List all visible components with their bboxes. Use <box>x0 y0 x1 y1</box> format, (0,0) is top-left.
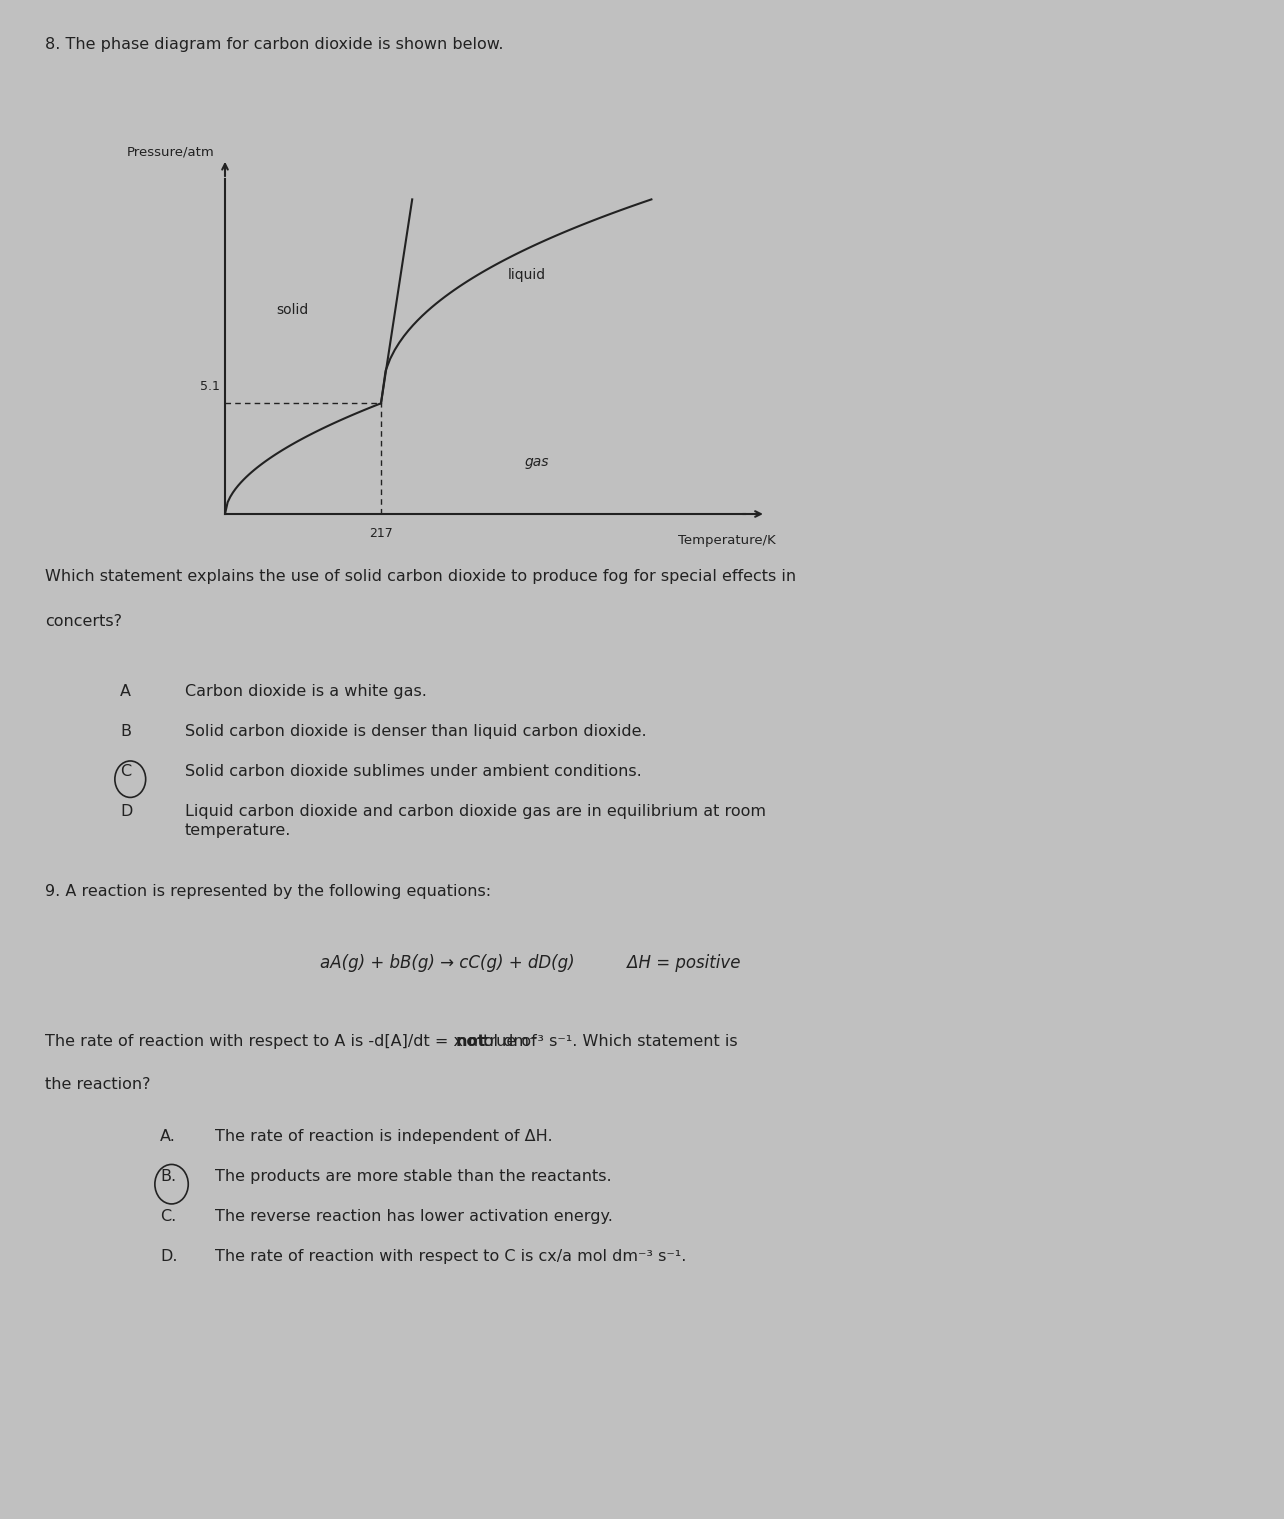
Text: solid: solid <box>276 304 308 317</box>
Text: Liquid carbon dioxide and carbon dioxide gas are in equilibrium at room
temperat: Liquid carbon dioxide and carbon dioxide… <box>185 804 767 838</box>
Text: Carbon dioxide is a white gas.: Carbon dioxide is a white gas. <box>185 684 426 699</box>
Text: concerts?: concerts? <box>45 614 122 629</box>
Text: B: B <box>119 725 131 740</box>
Text: The rate of reaction with respect to C is cx/a mol dm⁻³ s⁻¹.: The rate of reaction with respect to C i… <box>214 1249 687 1264</box>
Text: C.: C. <box>160 1209 176 1224</box>
Text: 5.1: 5.1 <box>200 380 220 393</box>
Text: Solid carbon dioxide is denser than liquid carbon dioxide.: Solid carbon dioxide is denser than liqu… <box>185 725 647 740</box>
Text: the reaction?: the reaction? <box>45 1077 150 1092</box>
Text: Which statement explains the use of solid carbon dioxide to produce fog for spec: Which statement explains the use of soli… <box>45 570 796 583</box>
Text: Solid carbon dioxide sublimes under ambient conditions.: Solid carbon dioxide sublimes under ambi… <box>185 764 642 779</box>
Text: Temperature/K: Temperature/K <box>678 535 777 547</box>
Text: C: C <box>119 764 131 779</box>
Text: B.: B. <box>160 1170 176 1183</box>
Text: The rate of reaction is independent of ΔH.: The rate of reaction is independent of Δ… <box>214 1129 552 1144</box>
Text: A: A <box>119 684 131 699</box>
Text: liquid: liquid <box>507 269 546 283</box>
Text: D.: D. <box>160 1249 177 1264</box>
Text: 8. The phase diagram for carbon dioxide is shown below.: 8. The phase diagram for carbon dioxide … <box>45 36 503 52</box>
Text: not: not <box>456 1034 485 1050</box>
Text: true of: true of <box>478 1034 537 1050</box>
Text: aA(g) + bB(g) → cC(g) + dD(g)          ΔH = positive: aA(g) + bB(g) → cC(g) + dD(g) ΔH = posit… <box>320 954 741 972</box>
Text: The reverse reaction has lower activation energy.: The reverse reaction has lower activatio… <box>214 1209 612 1224</box>
Text: The products are more stable than the reactants.: The products are more stable than the re… <box>214 1170 611 1183</box>
Text: 217: 217 <box>369 527 393 541</box>
Text: 9. A reaction is represented by the following equations:: 9. A reaction is represented by the foll… <box>45 884 490 899</box>
Text: Pressure/atm: Pressure/atm <box>127 146 214 158</box>
Text: D: D <box>119 804 132 819</box>
Text: The rate of reaction with respect to A is -d[A]/dt = x mol dm⁻³ s⁻¹. Which state: The rate of reaction with respect to A i… <box>45 1034 742 1050</box>
Text: gas: gas <box>525 454 550 468</box>
Text: A.: A. <box>160 1129 176 1144</box>
